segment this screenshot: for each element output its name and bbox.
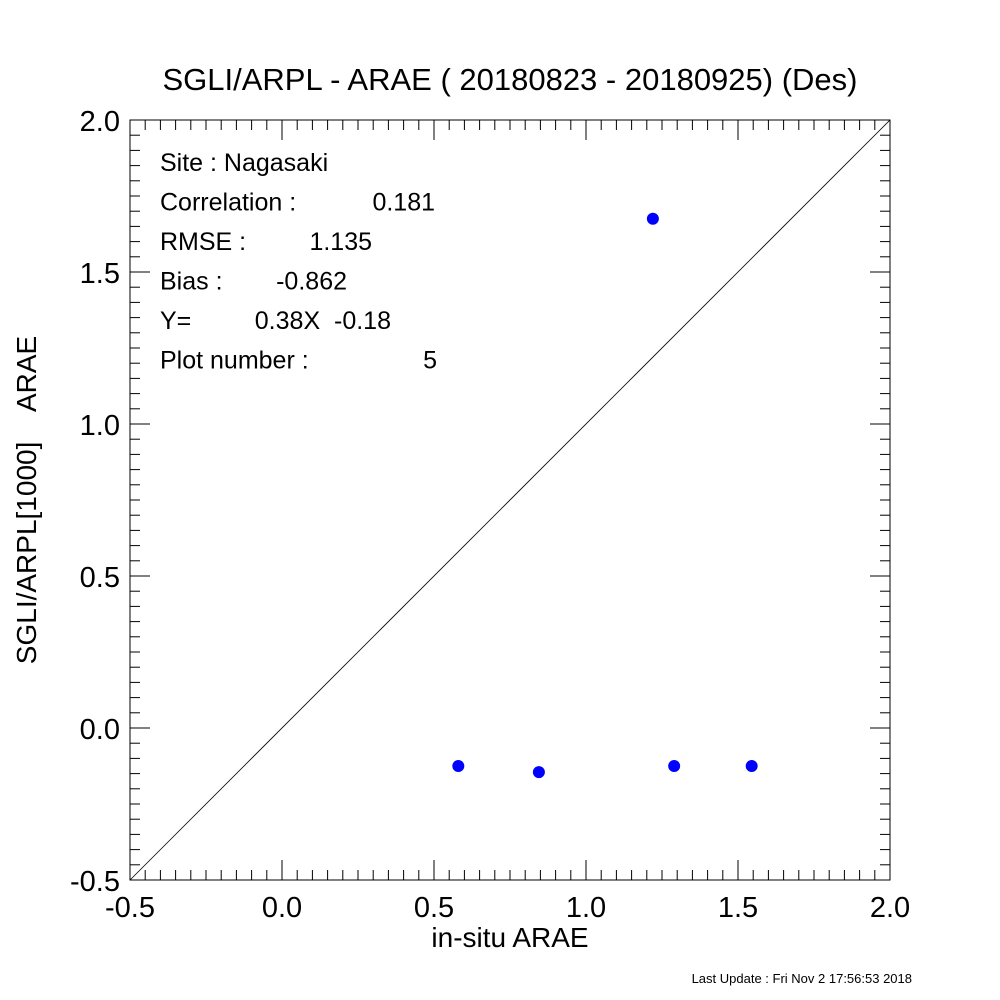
stat-value: 0.38X -0.18 bbox=[255, 307, 391, 335]
y-tick-label: -0.5 bbox=[70, 866, 120, 898]
stat-label: Correlation : bbox=[160, 189, 296, 217]
y-tick-label: 2.0 bbox=[80, 106, 120, 138]
data-point bbox=[532, 766, 545, 779]
y-tick-label: 0.0 bbox=[80, 714, 120, 746]
x-tick-label: 0.5 bbox=[414, 892, 454, 924]
chart-title: SGLI/ARPL - ARAE ( 20180823 - 20180925) … bbox=[162, 62, 857, 97]
y-axis-label: SGLI/ARPL[1000] ARAE bbox=[11, 336, 42, 664]
stat-label: Y= bbox=[160, 307, 191, 335]
stat-label: RMSE : bbox=[160, 228, 246, 256]
data-point bbox=[668, 760, 681, 772]
x-tick-label: -0.5 bbox=[105, 892, 155, 924]
stat-label: Site : Nagasaki bbox=[160, 149, 328, 177]
x-tick-label: 0.0 bbox=[262, 892, 302, 924]
stat-value: 0.181 bbox=[372, 189, 435, 217]
stat-value: -0.862 bbox=[276, 268, 347, 296]
x-axis-label: in-situ ARAE bbox=[431, 922, 588, 953]
data-point bbox=[452, 760, 465, 772]
x-tick-label: 1.0 bbox=[566, 892, 606, 924]
data-points bbox=[452, 212, 758, 779]
x-tick-label: 2.0 bbox=[870, 892, 910, 924]
one-to-one-line bbox=[129, 119, 891, 881]
last-update: Last Update : Fri Nov 2 17:56:53 2018 bbox=[691, 971, 912, 986]
y-tick-label: 0.5 bbox=[80, 562, 120, 594]
stats-box: Site : Nagasaki Correlation : 0.181 RMSE : 1… bbox=[160, 149, 437, 375]
stat-label: Plot number : bbox=[160, 347, 309, 375]
tick-labels: -0.5 0.0 0.5 1.0 1.5 2.0 -0.5 0.0 0.5 1.0 1.5 2.0 bbox=[70, 106, 910, 924]
plot-frame bbox=[129, 119, 891, 881]
stat-value: 5 bbox=[423, 347, 437, 375]
y-tick-label: 1.0 bbox=[80, 410, 120, 442]
data-point bbox=[745, 760, 758, 772]
stat-value: 1.135 bbox=[309, 228, 372, 256]
stat-label: Bias : bbox=[160, 268, 223, 296]
x-tick-label: 1.5 bbox=[718, 892, 758, 924]
axis-ticks bbox=[129, 119, 891, 881]
data-point bbox=[646, 212, 659, 225]
y-tick-label: 1.5 bbox=[80, 258, 120, 290]
